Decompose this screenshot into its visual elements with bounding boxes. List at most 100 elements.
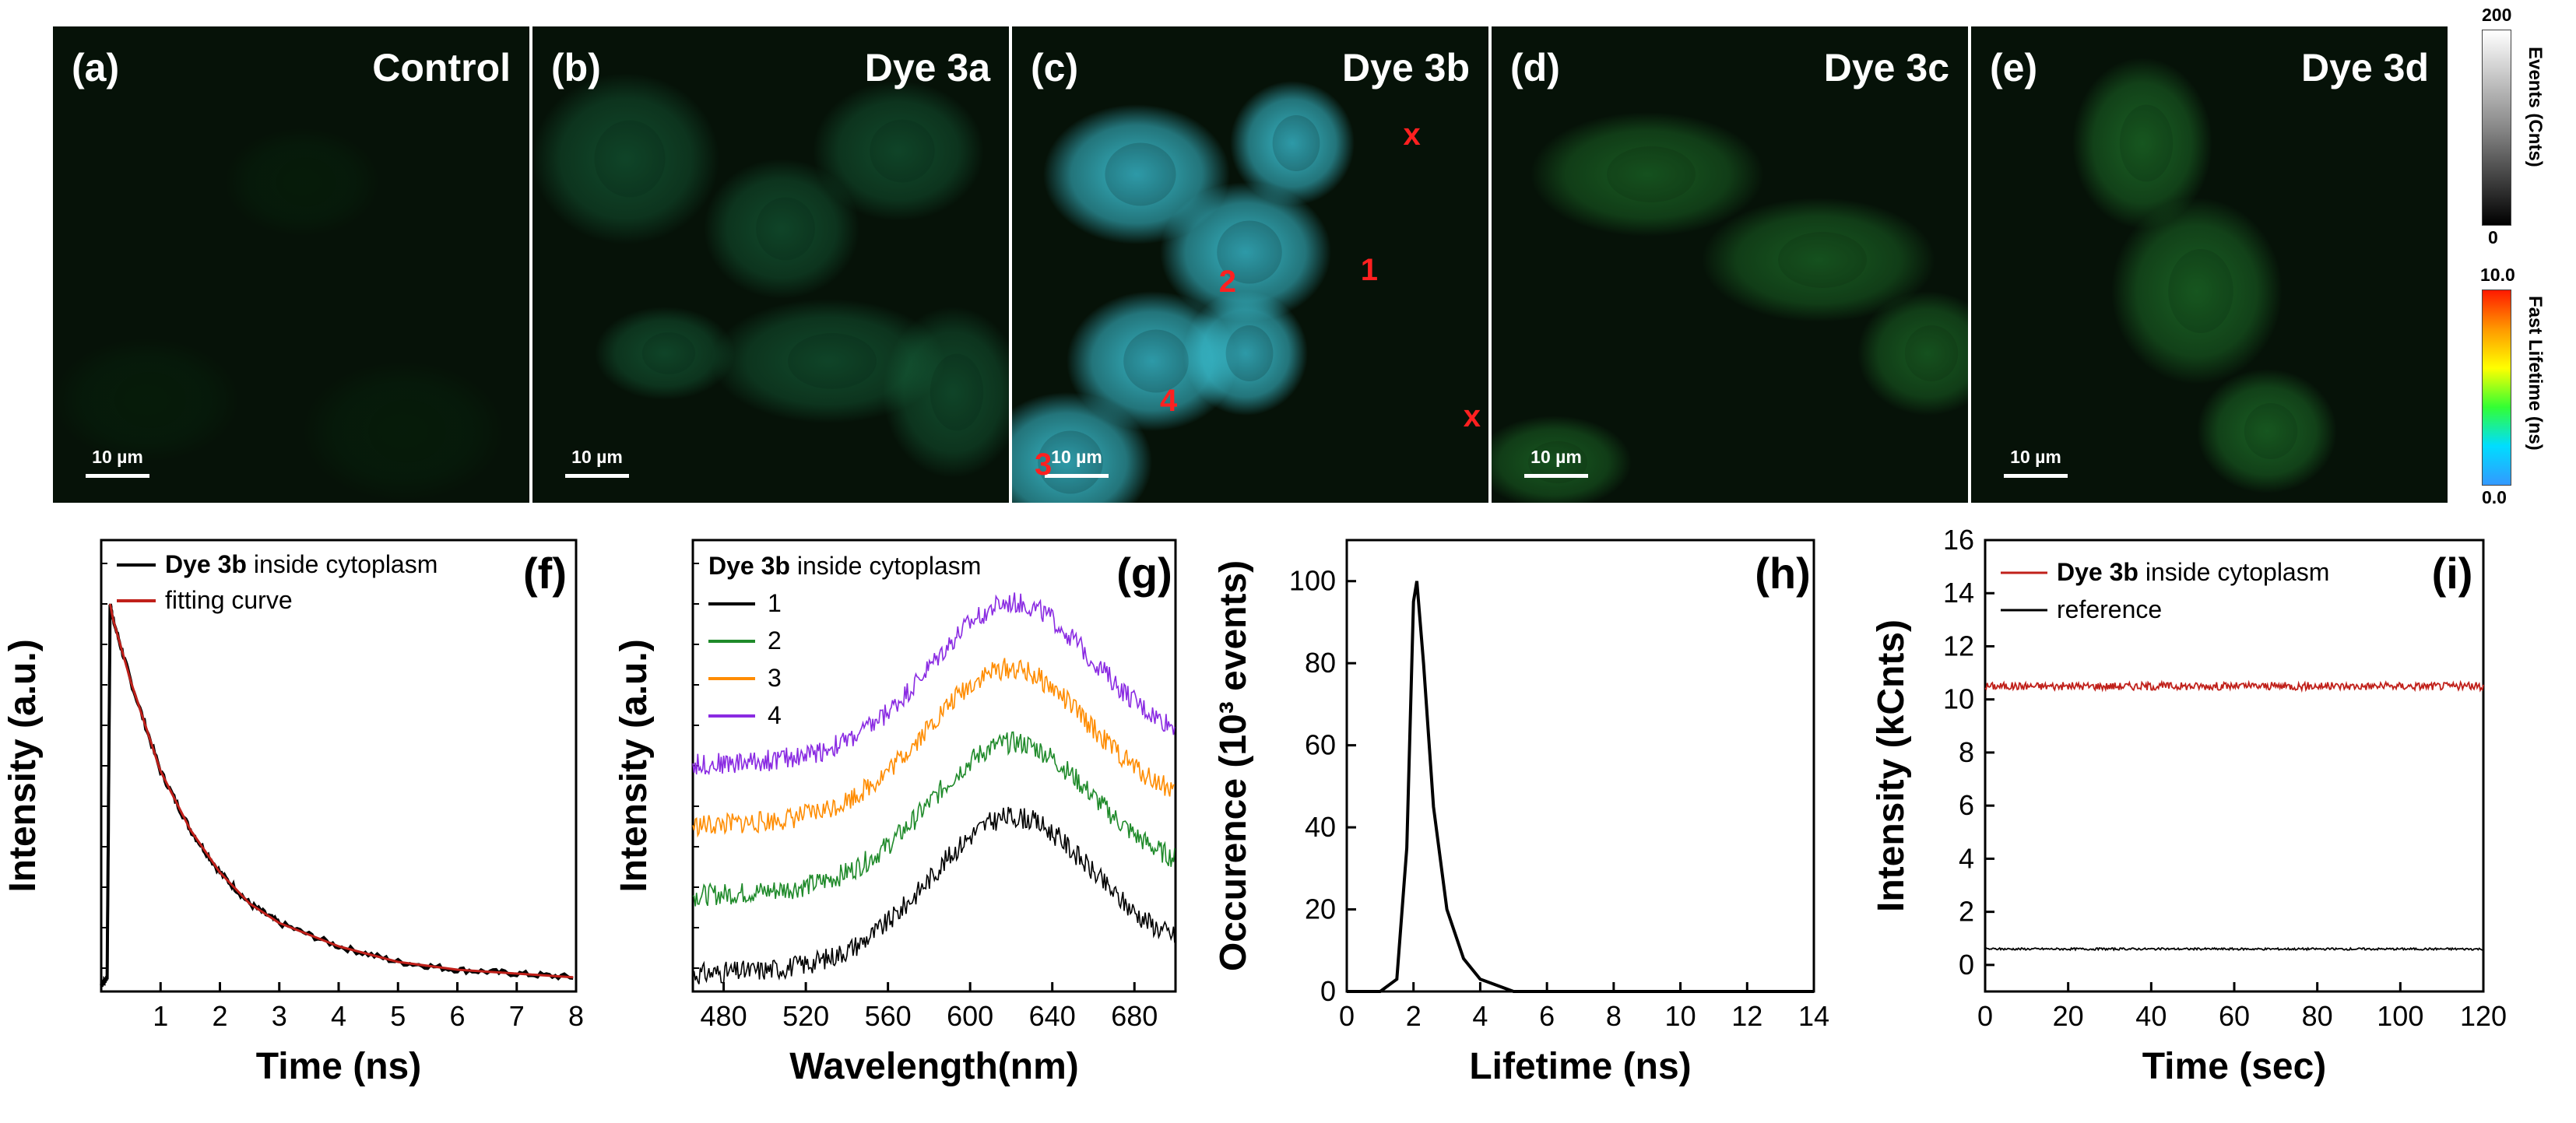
cell-nucleus bbox=[2244, 403, 2298, 459]
legend-entry: 3 bbox=[768, 664, 782, 692]
x-tick-label: 8 bbox=[1606, 1000, 1622, 1032]
micrograph-panel-b: (b) Dye 3a 10 µm bbox=[532, 26, 1009, 503]
series-line bbox=[1984, 946, 2484, 952]
scale-bar-line bbox=[565, 474, 629, 478]
x-tick-label: 6 bbox=[449, 1000, 465, 1032]
cell-marker: 2 bbox=[1218, 265, 1236, 299]
x-tick-label: 60 bbox=[2219, 1000, 2250, 1032]
lifetime-colorbar-title: Fast Lifetime (ns) bbox=[2525, 296, 2546, 451]
cell bbox=[1702, 198, 1935, 322]
y-tick-label: 100 bbox=[1289, 565, 1336, 597]
cell-nucleus bbox=[1904, 325, 1959, 381]
series-line bbox=[692, 806, 1176, 984]
panel-label: (c) bbox=[1031, 46, 1079, 89]
panel-label: (e) bbox=[1990, 46, 2038, 89]
cell-nucleus bbox=[2168, 249, 2233, 333]
series-line bbox=[1347, 581, 1814, 993]
cell bbox=[302, 361, 504, 501]
scale-bar: 10 µm bbox=[2004, 447, 2068, 478]
x-tick-label: 3 bbox=[272, 1000, 287, 1032]
cell bbox=[1492, 416, 1632, 503]
events-colorbar-min: 0 bbox=[2488, 227, 2498, 247]
y-axis-label: Occurence (10³ events) bbox=[1214, 560, 1254, 971]
cell bbox=[1183, 291, 1308, 416]
cell-nucleus bbox=[930, 353, 984, 431]
series-line bbox=[692, 592, 1176, 776]
x-tick-label: 100 bbox=[2377, 1000, 2423, 1032]
cell-nucleus bbox=[1123, 329, 1189, 393]
x-tick-label: 480 bbox=[701, 1000, 747, 1032]
scale-bar: 10 µm bbox=[1524, 447, 1588, 478]
cell-nucleus bbox=[1272, 115, 1320, 171]
lifetime-colorbar-max: 10.0 bbox=[2480, 265, 2515, 285]
cell bbox=[2072, 58, 2212, 229]
y-tick-label: 60 bbox=[1305, 729, 1336, 761]
cell-marker: 4 bbox=[1160, 384, 1178, 418]
cell-nucleus bbox=[1607, 146, 1696, 202]
plot-frame bbox=[1345, 539, 1815, 993]
cell-nucleus bbox=[276, 158, 336, 207]
micrograph-image bbox=[1012, 81, 1355, 503]
x-tick-label: 1 bbox=[153, 1000, 168, 1032]
y-tick-label: 80 bbox=[1305, 647, 1336, 679]
micrograph-panel-a: (a) Control 10 µm bbox=[53, 26, 529, 503]
x-axis-label: Time (sec) bbox=[2142, 1046, 2327, 1087]
cell bbox=[813, 81, 984, 221]
cell-nucleus bbox=[1217, 220, 1282, 284]
y-tick-label: 2 bbox=[1959, 896, 1974, 928]
x-tick-label: 2 bbox=[212, 1000, 227, 1032]
x-tick-label: 80 bbox=[2302, 1000, 2333, 1032]
cell-nucleus bbox=[788, 333, 877, 389]
cell bbox=[2111, 198, 2283, 384]
legend-title: Dye 3b inside cytoplasm bbox=[708, 552, 981, 580]
legend-entry: fitting curve bbox=[165, 586, 293, 614]
y-tick-label: 8 bbox=[1959, 736, 1974, 768]
panel-title: Dye 3c bbox=[1823, 46, 1949, 89]
lifetime-colorbar-min: 0.0 bbox=[2482, 487, 2507, 507]
y-tick-label: 10 bbox=[1943, 683, 1974, 715]
micrograph-image bbox=[532, 73, 1009, 478]
cell bbox=[704, 159, 859, 299]
panel-title: Dye 3d bbox=[2301, 46, 2429, 89]
scale-bar-label: 10 µm bbox=[92, 447, 143, 467]
scale-bar: 10 µm bbox=[86, 447, 149, 478]
cell-nucleus bbox=[1528, 441, 1587, 483]
y-tick-label: 12 bbox=[1943, 630, 1974, 662]
x-axis-label: Wavelength(nm) bbox=[789, 1046, 1079, 1087]
cell-marker: x bbox=[1463, 399, 1481, 434]
cell-nucleus bbox=[369, 400, 446, 463]
chart-h: 0 2 4 6 8 10 12 14 Lifetime (ns) Occurence (10³ e… bbox=[1213, 529, 1853, 1105]
cell-nucleus bbox=[114, 372, 185, 428]
micrograph-panel-c: (c) Dye 3b 10 µm x 1 2 4 x 3 bbox=[1012, 26, 1488, 503]
y-tick-label: 20 bbox=[1305, 893, 1336, 925]
series-line bbox=[108, 603, 574, 979]
cell-nucleus bbox=[2119, 104, 2174, 182]
scale-bar-label: 10 µm bbox=[1051, 447, 1102, 467]
cell-nucleus bbox=[1225, 325, 1274, 381]
legend-entry: Dye 3b inside cytoplasm bbox=[165, 550, 438, 578]
cell bbox=[2197, 369, 2337, 493]
cell-nucleus bbox=[1105, 142, 1176, 206]
cell-nucleus bbox=[594, 120, 666, 198]
cell bbox=[1160, 182, 1331, 322]
micrograph-panel-e: (e) Dye 3d 10 µm bbox=[1971, 26, 2448, 503]
y-tick-label: 14 bbox=[1943, 577, 1974, 609]
cell bbox=[53, 338, 240, 462]
x-tick-label: 6 bbox=[1539, 1000, 1555, 1032]
legend-entry: reference bbox=[2057, 595, 2162, 623]
x-axis-label: Lifetime (ns) bbox=[1469, 1046, 1691, 1087]
cell bbox=[532, 73, 719, 244]
panel-title: Dye 3a bbox=[864, 46, 990, 89]
y-tick-label: 0 bbox=[1959, 949, 1974, 981]
chart-panel-label: (f) bbox=[523, 549, 567, 598]
micrograph-image bbox=[1492, 112, 1968, 503]
chart-g: 480 520 560 600 640 680 Wavelength(nm) Intensit… bbox=[607, 529, 1199, 1105]
x-tick-label: 5 bbox=[390, 1000, 406, 1032]
legend-entry: 1 bbox=[768, 589, 782, 617]
micrograph-panel-d: (d) Dye 3c 10 µm bbox=[1492, 26, 1968, 503]
x-tick-label: 640 bbox=[1029, 1000, 1076, 1032]
y-axis-label: Intensity (kCnts) bbox=[1871, 619, 1912, 912]
cell-nucleus bbox=[870, 119, 935, 183]
series-line bbox=[1984, 679, 2484, 693]
x-tick-label: 0 bbox=[1977, 1000, 1993, 1032]
